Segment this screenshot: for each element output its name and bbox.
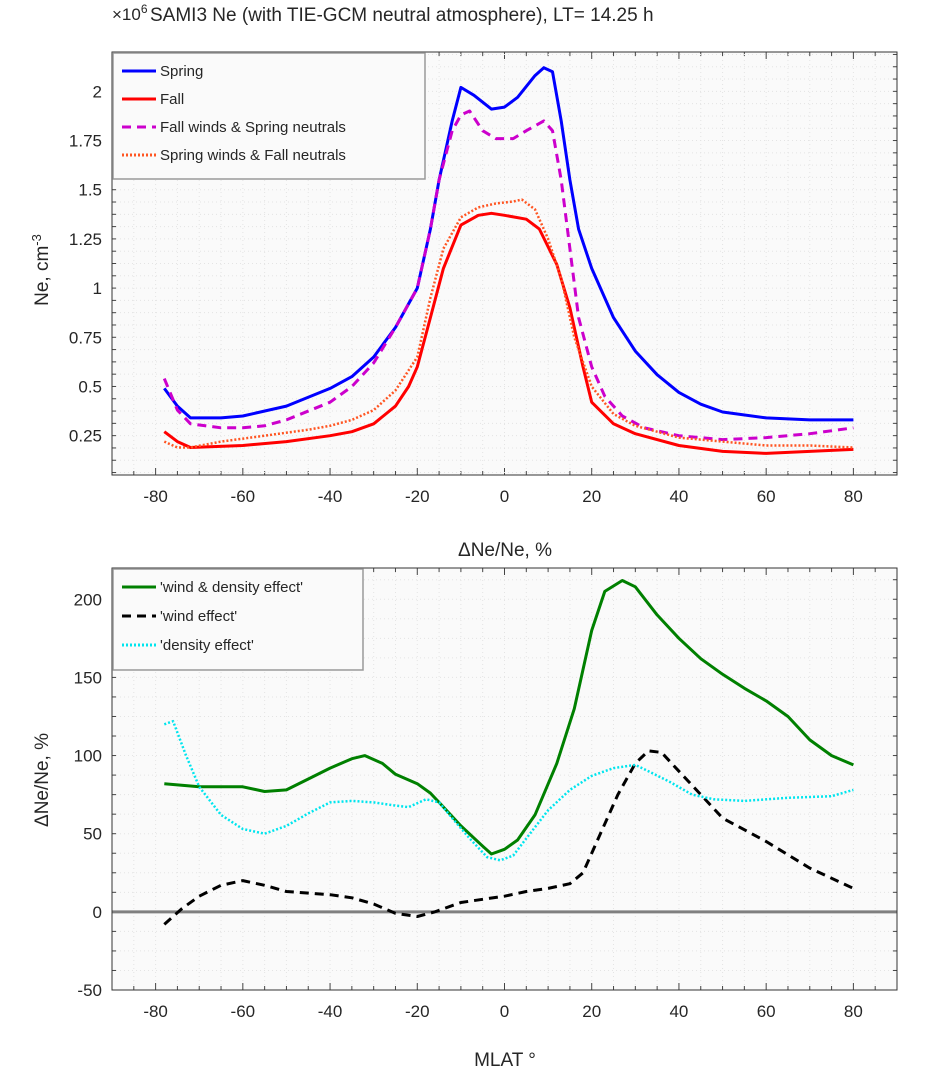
x-tick-label: 60 — [757, 1002, 776, 1021]
x-tick-label: 20 — [582, 1002, 601, 1021]
x-tick-label: 80 — [844, 487, 863, 506]
y-tick-label: 2 — [93, 82, 102, 101]
x-tick-label: -80 — [143, 1002, 168, 1021]
series-line-1 — [163, 749, 855, 926]
series-line-2 — [163, 719, 854, 862]
bottom-x-axis-label: MLAT ° — [474, 1050, 536, 1071]
x-tick-label: 0 — [500, 487, 509, 506]
x-tick-label: 40 — [669, 487, 688, 506]
series-line-0 — [164, 579, 854, 856]
x-tick-label: 0 — [500, 1002, 509, 1021]
legend-label: 'density effect' — [160, 637, 254, 654]
legend-label: Spring — [160, 63, 203, 80]
x-tick-label: -60 — [231, 487, 256, 506]
x-tick-label: -20 — [405, 1002, 430, 1021]
legend: Spring Fall Fall winds & Spring neutrals Sp… — [112, 52, 426, 180]
series-line-2 — [162, 109, 854, 442]
legend-box — [112, 52, 426, 180]
series-line-0 — [163, 66, 854, 422]
axes-frame — [111, 51, 898, 476]
top-multiplier-label: ×106 — [112, 2, 148, 24]
y-tick-label: 1.25 — [69, 230, 102, 249]
y-tick-label: 0.5 — [78, 377, 102, 396]
y-tick-label: 200 — [74, 590, 102, 609]
bottom-y-axis-label: ΔNe/Ne, % — [32, 733, 53, 827]
y-tick-label: 0.25 — [69, 427, 102, 446]
x-tick-label: -80 — [143, 487, 168, 506]
y-tick-label: -50 — [77, 981, 102, 1000]
legend-label: 'wind & density effect' — [160, 579, 303, 596]
x-tick-label: -40 — [318, 1002, 343, 1021]
legend-label: Spring winds & Fall neutrals — [160, 147, 346, 164]
axes-frame — [111, 567, 898, 991]
y-tick-label: 1 — [93, 279, 102, 298]
y-tick-label: 1.75 — [69, 132, 102, 151]
top-y-axis-label: Ne, cm-3 — [29, 234, 53, 306]
y-tick-label: 0 — [93, 903, 102, 922]
x-tick-label: 80 — [844, 1002, 863, 1021]
series-line-1 — [163, 211, 854, 455]
legend-label: Fall winds & Spring neutrals — [160, 119, 346, 136]
multiplier-text: ×10 — [112, 5, 141, 24]
top-plot: -80 -60 -40 -20 0 20 40 60 80 0.25 0.5 0.75 1 1.25 1.5… — [69, 51, 898, 506]
x-tick-label: 20 — [582, 487, 601, 506]
series-line-3 — [163, 198, 854, 449]
legend-label: 'wind effect' — [160, 608, 237, 625]
x-tick-label: 40 — [669, 1002, 688, 1021]
y-tick-label: 150 — [74, 668, 102, 687]
bottom-chart-title: ΔNe/Ne, % — [458, 540, 552, 561]
x-tick-label: -40 — [318, 487, 343, 506]
bottom-plot: -80 -60 -40 -20 0 20 40 60 80 -50 0 50 100 150 200 'win… — [74, 567, 898, 1021]
x-tick-label: -60 — [231, 1002, 256, 1021]
legend-label: Fall — [160, 91, 184, 108]
x-tick-label: 60 — [757, 487, 776, 506]
y-tick-label: 1.5 — [78, 181, 102, 200]
top-chart-title: SAMI3 Ne (with TIE-GCM neutral atmospher… — [150, 5, 654, 26]
legend: 'wind & density effect' 'wind effect' 'den… — [112, 568, 364, 671]
y-tick-label: 0.75 — [69, 328, 102, 347]
y-tick-label: 50 — [83, 825, 102, 844]
x-tick-label: -20 — [405, 487, 430, 506]
multiplier-exponent: 6 — [141, 2, 148, 16]
y-tick-label: 100 — [74, 747, 102, 766]
